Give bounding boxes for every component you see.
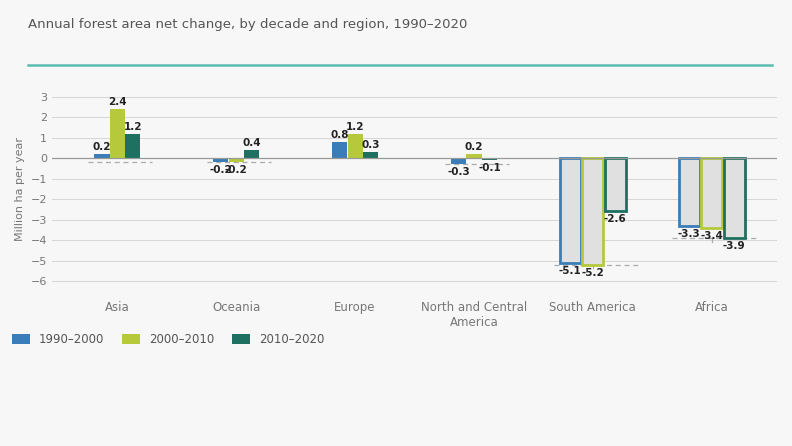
Bar [213,158,228,162]
Bar [451,158,466,164]
Text: -0.2: -0.2 [209,165,232,175]
Bar [560,158,581,263]
Text: Annual forest area net change, by decade and region, 1990–2020: Annual forest area net change, by decade… [28,18,467,31]
Text: 0.8: 0.8 [330,130,349,140]
Bar [110,109,125,158]
Text: 1.2: 1.2 [124,122,142,132]
Bar [229,158,244,162]
Bar [244,150,259,158]
Bar [582,158,604,264]
Text: -0.3: -0.3 [447,167,470,177]
Bar [605,158,626,211]
Bar [332,142,347,158]
Y-axis label: Million ha per year: Million ha per year [15,137,25,241]
Legend: 1990–2000, 2000–2010, 2010–2020: 1990–2000, 2000–2010, 2010–2020 [7,329,329,351]
Bar [466,154,482,158]
Text: -5.2: -5.2 [581,268,604,277]
Text: 0.4: 0.4 [242,138,261,148]
Text: 0.2: 0.2 [93,142,111,153]
Text: -3.9: -3.9 [723,241,745,251]
Text: -0.1: -0.1 [478,163,501,173]
Text: -3.4: -3.4 [700,231,723,241]
Text: -5.1: -5.1 [559,265,581,276]
Bar [701,158,722,228]
Text: -2.6: -2.6 [604,214,626,224]
Bar [363,152,378,158]
Text: 2.4: 2.4 [109,97,127,107]
Bar [125,133,140,158]
Text: -0.2: -0.2 [225,165,248,175]
Text: 1.2: 1.2 [346,122,364,132]
Bar [679,158,699,226]
Text: 0.2: 0.2 [465,142,483,153]
Text: -3.3: -3.3 [678,229,700,239]
Bar [482,158,497,160]
Bar [348,133,363,158]
Bar [724,158,744,238]
Bar [94,154,109,158]
Text: 0.3: 0.3 [361,140,380,150]
